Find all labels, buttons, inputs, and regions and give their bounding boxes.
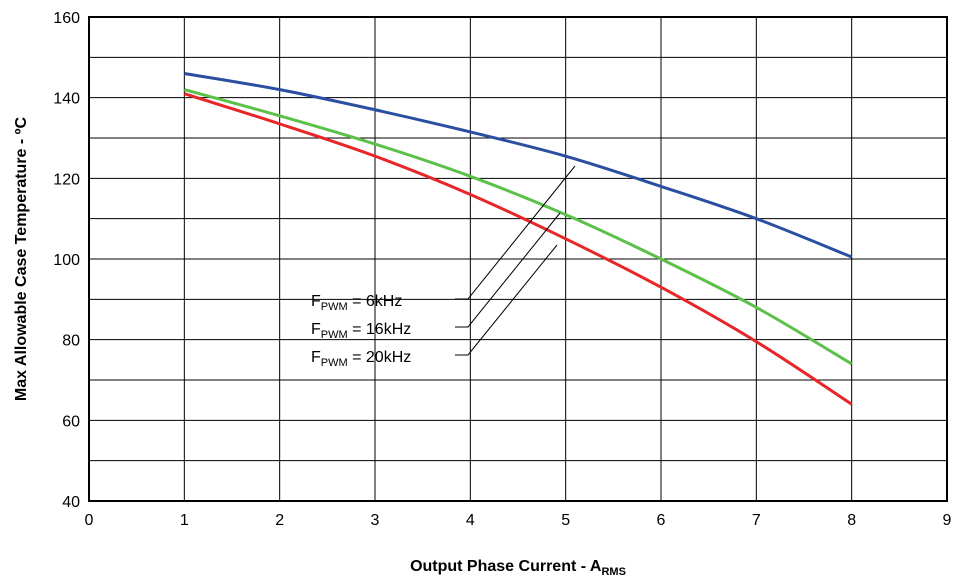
- plot-frame: [88, 16, 948, 502]
- x-tick-label: 0: [85, 512, 94, 529]
- series-line-3: [183, 92, 853, 406]
- grid-lines: [89, 17, 947, 501]
- y-tick-label: 100: [53, 252, 80, 269]
- legend-leader-lines: [455, 165, 576, 356]
- y-tick-label: 160: [53, 10, 80, 27]
- legend-leader-line-3: [455, 244, 558, 356]
- y-axis-title: Max Allowable Case Temperature - ºC: [13, 116, 30, 401]
- legend-label-1: FPWM = 6kHz: [311, 293, 402, 313]
- x-tick-label: 1: [180, 512, 189, 529]
- x-axis-title: Output Phase Current - ARMS: [410, 558, 626, 578]
- legend-label-3: FPWM = 20kHz: [311, 349, 411, 369]
- y-tick-label: 40: [62, 494, 80, 511]
- legend-leader-line-2: [455, 212, 561, 328]
- legend: FPWM = 6kHz FPWM = 16kHz FPWM = 20kHz: [311, 293, 411, 369]
- legend-leader-line-1: [455, 165, 576, 300]
- y-tick-labels: 40 60 80 100 120 140 160: [53, 10, 80, 511]
- y-tick-label: 120: [53, 171, 80, 188]
- x-tick-label: 6: [657, 512, 666, 529]
- x-tick-label: 4: [466, 512, 475, 529]
- series-lines: [183, 71, 853, 406]
- legend-label-2: FPWM = 16kHz: [311, 321, 411, 341]
- x-tick-labels: 0 1 2 3 4 5 6 7 8 9: [85, 512, 952, 529]
- x-axis-title-subscript: RMS: [601, 566, 625, 578]
- y-tick-label: 140: [53, 91, 80, 108]
- x-tick-label: 3: [371, 512, 380, 529]
- x-tick-label: 2: [275, 512, 284, 529]
- series-line-1: [184, 71, 853, 259]
- x-axis-title-main: Output Phase Current - A: [410, 558, 602, 575]
- y-tick-label: 60: [62, 413, 80, 430]
- x-tick-label: 8: [847, 512, 856, 529]
- x-tick-label: 7: [752, 512, 761, 529]
- y-tick-label: 80: [62, 333, 80, 350]
- series-line-2: [183, 88, 853, 366]
- x-tick-label: 5: [561, 512, 570, 529]
- x-tick-label: 9: [943, 512, 952, 529]
